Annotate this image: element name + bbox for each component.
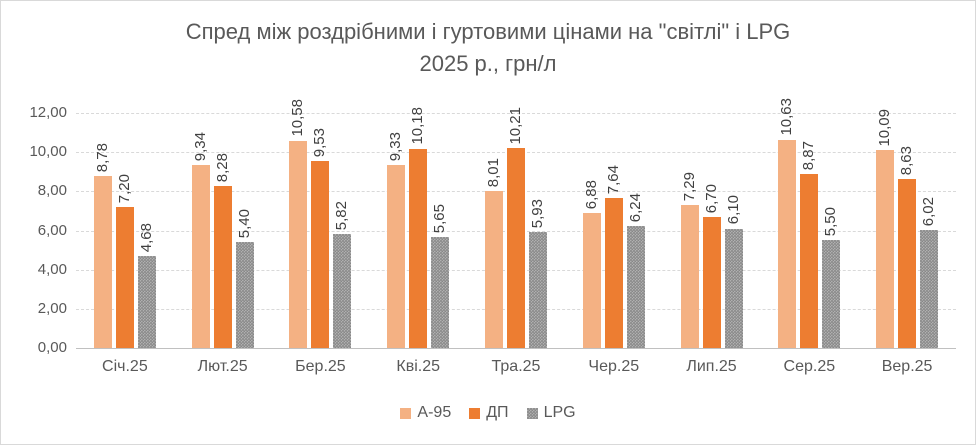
data-label: 9,33 xyxy=(387,132,405,162)
bar-lpg[interactable] xyxy=(626,225,645,348)
legend-item-дп[interactable]: ДП xyxy=(469,404,509,422)
data-label: 8,78 xyxy=(93,142,111,173)
bar-lpg[interactable] xyxy=(920,230,939,348)
category-label: Вер.25 xyxy=(881,358,933,375)
data-label: 9,53 xyxy=(311,128,329,158)
data-label: 10,09 xyxy=(876,108,894,147)
data-label: 10,21 xyxy=(507,106,524,145)
data-label: 6,88 xyxy=(582,180,600,210)
legend-swatch xyxy=(526,407,538,419)
bar-дп[interactable] xyxy=(898,179,917,348)
bar-a-95[interactable] xyxy=(289,140,308,348)
bar-дп[interactable] xyxy=(800,174,819,348)
legend-swatch xyxy=(469,407,481,419)
legend-label: ДП xyxy=(486,404,509,421)
bar-дп[interactable] xyxy=(507,148,525,348)
data-label: 5,40 xyxy=(235,209,253,239)
bar-lpg[interactable] xyxy=(822,240,841,348)
legend-swatch xyxy=(400,407,412,419)
bar-lpg[interactable] xyxy=(137,256,156,348)
bar-дп[interactable] xyxy=(213,185,232,348)
data-label: 7,29 xyxy=(680,172,698,202)
bar-a-95[interactable] xyxy=(876,150,895,348)
bar-lpg[interactable] xyxy=(235,242,254,348)
category-label: Лип.25 xyxy=(686,358,737,375)
plot-area: 8,78 9,34 10,58 9,33 8,01 6,88 7,29 10,63 10,09 7… xyxy=(76,98,956,349)
data-label: 10,63 xyxy=(778,98,796,136)
y-tick-label: 0,00 xyxy=(37,339,67,356)
data-label: 10,58 xyxy=(289,99,307,137)
category-label: Бер.25 xyxy=(295,358,346,375)
data-label: 6,24 xyxy=(626,192,644,222)
data-label: 8,63 xyxy=(898,145,916,175)
bar-lpg[interactable] xyxy=(724,228,743,348)
data-label: 9,34 xyxy=(191,131,209,162)
x-axis-line xyxy=(76,348,956,349)
bar-дп[interactable] xyxy=(115,207,134,348)
bar-a-95[interactable] xyxy=(93,176,112,348)
bar-lpg[interactable] xyxy=(431,237,450,348)
data-label: 10,18 xyxy=(409,107,427,145)
category-label: Кві.25 xyxy=(396,358,441,375)
category-label: Лют.25 xyxy=(197,358,248,375)
data-label: 8,01 xyxy=(485,157,502,188)
data-label: 6,10 xyxy=(724,195,742,225)
bar-lpg[interactable] xyxy=(333,234,352,348)
bar-lpg[interactable] xyxy=(529,231,547,348)
category-label: Чер.25 xyxy=(588,358,640,375)
y-tick-label: 10,00 xyxy=(29,143,67,161)
bar-дп[interactable] xyxy=(702,216,721,348)
bar-дп[interactable] xyxy=(604,198,623,348)
data-label: 4,68 xyxy=(137,223,155,253)
data-label: 5,93 xyxy=(529,198,546,228)
data-label: 6,70 xyxy=(702,183,720,213)
legend-item-lpg[interactable]: LPG xyxy=(526,404,576,422)
chart-title: Спред між роздрібними і гуртовими цінами… xyxy=(185,19,791,44)
data-label: 8,28 xyxy=(213,152,231,182)
y-tick-label: 2,00 xyxy=(37,299,67,317)
data-label: 7,64 xyxy=(604,165,622,195)
category-label: Січ.25 xyxy=(102,358,148,375)
bar-дп[interactable] xyxy=(409,148,428,348)
y-tick-label: 12,00 xyxy=(29,104,67,121)
y-tick-label: 4,00 xyxy=(37,260,67,278)
legend-item-a-95[interactable]: A-95 xyxy=(400,404,451,422)
chart-subtitle: 2025 р., грн/л xyxy=(419,51,557,76)
data-label: 6,02 xyxy=(920,196,938,227)
y-tick-label: 8,00 xyxy=(37,182,67,200)
gridline xyxy=(76,113,956,114)
data-label: 5,65 xyxy=(431,204,449,234)
bar-a-95[interactable] xyxy=(387,165,406,348)
category-label: Тра.25 xyxy=(491,358,541,375)
legend: A-95 ДП LPG xyxy=(1,404,975,422)
bar-дп[interactable] xyxy=(311,161,330,348)
bar-a-95[interactable] xyxy=(680,205,699,348)
data-label: 5,50 xyxy=(822,207,840,237)
bar-a-95[interactable] xyxy=(485,191,503,348)
data-label: 7,20 xyxy=(115,173,133,203)
legend-label: LPG xyxy=(543,404,576,421)
bar-a-95[interactable] xyxy=(191,165,210,348)
y-tick-label: 6,00 xyxy=(37,221,67,239)
bar-a-95[interactable] xyxy=(778,139,797,348)
data-label: 5,82 xyxy=(333,200,351,231)
data-label: 8,87 xyxy=(800,141,818,171)
category-label: Сер.25 xyxy=(783,358,836,375)
bar-a-95[interactable] xyxy=(582,213,601,348)
legend-label: A-95 xyxy=(417,404,452,421)
